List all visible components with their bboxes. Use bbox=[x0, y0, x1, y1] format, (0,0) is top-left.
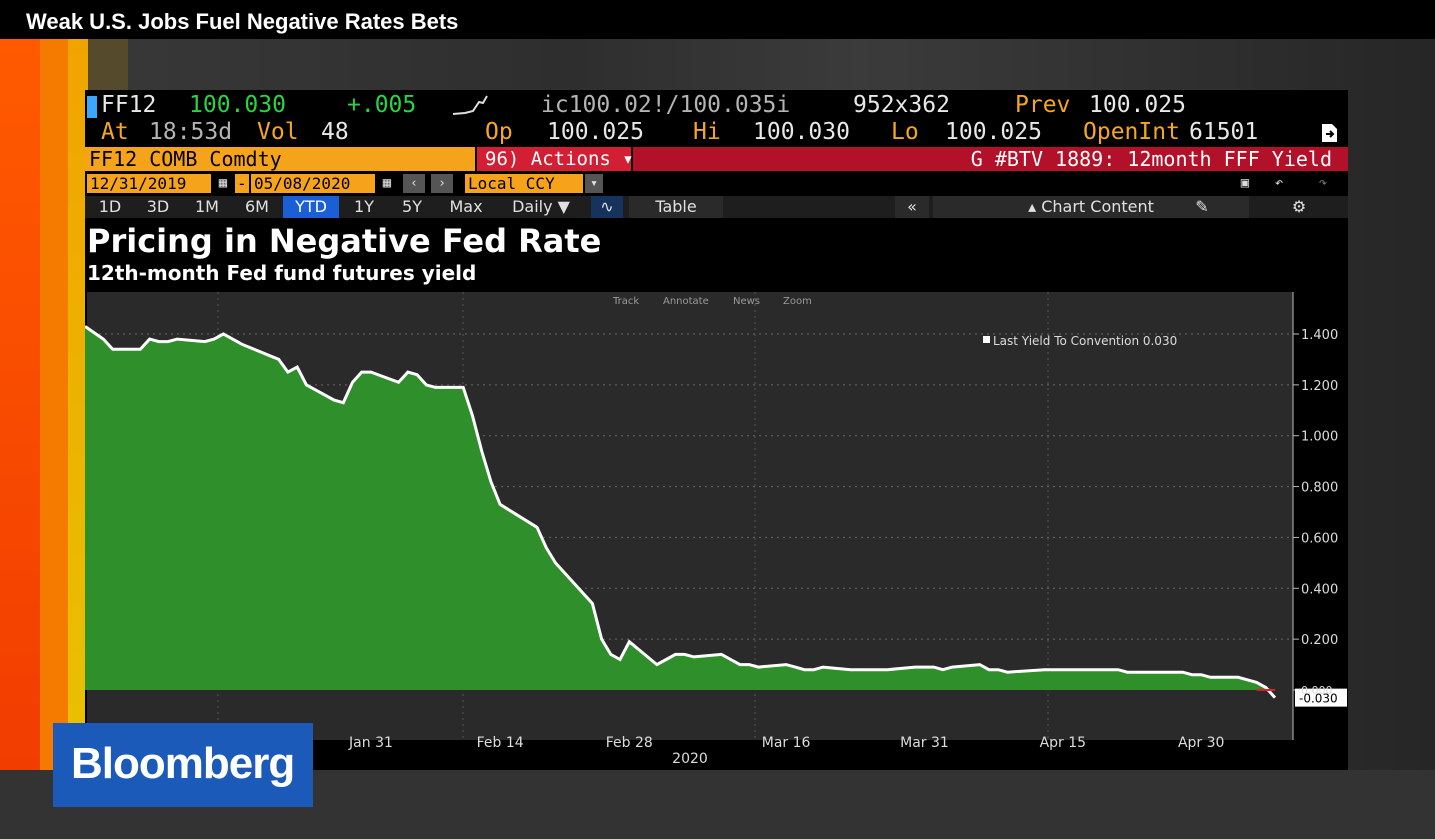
chart-toolbar-news: News bbox=[733, 296, 760, 307]
logo-text: Bloomberg bbox=[71, 739, 295, 788]
chart-content-icon: ▴ bbox=[1028, 197, 1042, 216]
quote-line-1: FF12 100.030 +.005 ic100.02!/100.035i 95… bbox=[85, 92, 1348, 120]
chart-title: Pricing in Negative Fed Rate bbox=[87, 222, 602, 260]
prev-label: Prev bbox=[1015, 92, 1071, 118]
actions-menu-button[interactable]: 96) Actions ▾ bbox=[477, 147, 634, 171]
x-tick-label: Feb 28 bbox=[606, 735, 653, 751]
open-value: 100.025 bbox=[547, 119, 644, 145]
open-label: Op bbox=[485, 119, 513, 145]
decorative-stripe bbox=[68, 39, 88, 839]
range-3d-button[interactable]: 3D bbox=[146, 197, 170, 216]
last-price: 100.030 bbox=[189, 92, 286, 118]
x-tick-label: Mar 31 bbox=[900, 735, 949, 751]
y-tick-label: 0.000 bbox=[1301, 684, 1333, 697]
start-date-field[interactable]: 12/31/2019 bbox=[87, 174, 211, 193]
prev-value: 100.025 bbox=[1089, 92, 1186, 118]
chevron-down-icon[interactable]: ▾ bbox=[585, 174, 603, 193]
range-ytd-button[interactable]: YTD bbox=[283, 196, 339, 218]
price-change: +.005 bbox=[347, 92, 417, 118]
chevron-left-icon[interactable]: ‹ bbox=[403, 174, 425, 193]
security-field[interactable]: FF12 COMB Comdty bbox=[85, 147, 475, 171]
legend-swatch bbox=[983, 336, 990, 343]
chart-toolbar-annotate: Annotate bbox=[663, 296, 709, 307]
y-tick-label: 1.200 bbox=[1301, 379, 1338, 394]
decorative-stripe bbox=[40, 39, 68, 839]
vol-label: Vol bbox=[257, 119, 299, 145]
ticker[interactable]: FF12 bbox=[101, 92, 157, 118]
legend-label: Last Yield To Convention 0.030 bbox=[993, 334, 1177, 348]
x-tick-label: Mar 16 bbox=[762, 735, 811, 751]
last-value-box bbox=[1295, 688, 1347, 707]
low-label: Lo bbox=[891, 119, 919, 145]
at-label: At bbox=[101, 119, 129, 145]
x-tick-label: Jan 31 bbox=[348, 735, 393, 751]
y-tick-label: 0.200 bbox=[1301, 633, 1338, 648]
range-toolbar: 1D 3D 1M 6M YTD 1Y 5Y Max Daily ▼ ∿ Tabl… bbox=[85, 196, 1348, 218]
range-6m-button[interactable]: 6M bbox=[245, 197, 269, 216]
x-axis-label: 2020 bbox=[672, 751, 708, 767]
line-chart-icon[interactable]: ∿ bbox=[591, 196, 623, 218]
date-controls: 12/31/2019 ▦ - 05/08/2020 ▦ ‹ › Local CC… bbox=[85, 174, 1348, 194]
command-cursor[interactable] bbox=[87, 96, 97, 118]
currency-select[interactable]: Local CCY bbox=[465, 174, 583, 193]
gear-icon[interactable]: ⚙ bbox=[1291, 197, 1307, 216]
range-max-button[interactable]: Max bbox=[449, 197, 483, 216]
yield-chart[interactable]: Track Annotate News Zoom 1.400 1.200 1.000 0.80… bbox=[85, 90, 1348, 770]
x-tick-label: Feb 14 bbox=[477, 735, 524, 751]
chart-content-label: Chart Content bbox=[1041, 197, 1154, 216]
range-5y-button[interactable]: 5Y bbox=[402, 197, 422, 216]
broadcast-headline: Weak U.S. Jobs Fuel Negative Rates Bets bbox=[26, 9, 459, 34]
calendar-icon[interactable]: ▦ bbox=[218, 175, 228, 191]
bloomberg-terminal-panel: FF12 100.030 +.005 ic100.02!/100.035i 95… bbox=[85, 90, 1348, 770]
chevron-right-icon[interactable]: › bbox=[431, 174, 453, 193]
period-select[interactable]: Daily ▼ bbox=[512, 197, 570, 216]
y-tick-label: 0.600 bbox=[1301, 531, 1338, 546]
low-value: 100.025 bbox=[945, 119, 1042, 145]
undo-icon[interactable]: ↶ bbox=[1274, 175, 1284, 191]
range-1y-button[interactable]: 1Y bbox=[354, 197, 374, 216]
presentation-icon[interactable]: ▣ bbox=[1240, 175, 1250, 191]
vol-value: 48 bbox=[321, 119, 349, 145]
redo-icon[interactable]: ↷ bbox=[1318, 175, 1328, 191]
series-area bbox=[85, 326, 1275, 690]
date-separator: - bbox=[235, 174, 249, 193]
high-value: 100.030 bbox=[753, 119, 850, 145]
open-interest-value: 61501 bbox=[1189, 119, 1259, 145]
y-tick-label: 0.800 bbox=[1301, 481, 1338, 496]
open-interest-label: OpenInt bbox=[1083, 119, 1180, 145]
bloomberg-logo: Bloomberg bbox=[53, 723, 313, 807]
x-tick-label: Apr 30 bbox=[1178, 735, 1224, 751]
range-1d-button[interactable]: 1D bbox=[98, 197, 122, 216]
export-icon[interactable] bbox=[1319, 122, 1339, 144]
chart-toolbar-zoom: Zoom bbox=[783, 296, 812, 307]
chart-subtitle: 12th-month Fed fund futures yield bbox=[87, 261, 477, 285]
decorative-stripe bbox=[0, 39, 40, 839]
trade-time: 18:53d bbox=[149, 119, 233, 145]
range-1m-button[interactable]: 1M bbox=[195, 197, 219, 216]
quote-line-2: At 18:53d Vol 48 Op 100.025 Hi 100.030 L… bbox=[85, 119, 1348, 147]
calendar-icon[interactable]: ▦ bbox=[382, 175, 392, 191]
chart-content-button[interactable]: ▴ Chart Content bbox=[933, 196, 1249, 218]
collapse-icon[interactable]: « bbox=[895, 196, 929, 218]
sparkline-icon bbox=[452, 95, 488, 115]
security-header: FF12 COMB Comdty 96) Actions ▾ G #BTV 18… bbox=[85, 147, 1348, 171]
page-title: G #BTV 1889: 12month FFF Yield bbox=[633, 147, 1348, 171]
y-tick-label: 1.000 bbox=[1301, 430, 1338, 445]
series-line bbox=[85, 325, 1277, 699]
y-tick-label: 0.400 bbox=[1301, 582, 1338, 597]
chart-toolbar-track: Track bbox=[612, 296, 639, 307]
y-tick-label: 1.400 bbox=[1301, 328, 1338, 343]
table-button[interactable]: Table bbox=[629, 196, 723, 218]
broadcast-top-bar: Weak U.S. Jobs Fuel Negative Rates Bets bbox=[0, 0, 1435, 39]
last-value-label: -0.030 bbox=[1299, 692, 1338, 706]
edit-icon[interactable]: ✎ bbox=[1195, 197, 1209, 216]
bid-ask-size: 952x362 bbox=[853, 92, 950, 118]
bid-ask: ic100.02!/100.035i bbox=[541, 92, 791, 118]
end-date-field[interactable]: 05/08/2020 bbox=[251, 174, 375, 193]
x-tick-label: Apr 15 bbox=[1040, 735, 1086, 751]
high-label: Hi bbox=[693, 119, 721, 145]
